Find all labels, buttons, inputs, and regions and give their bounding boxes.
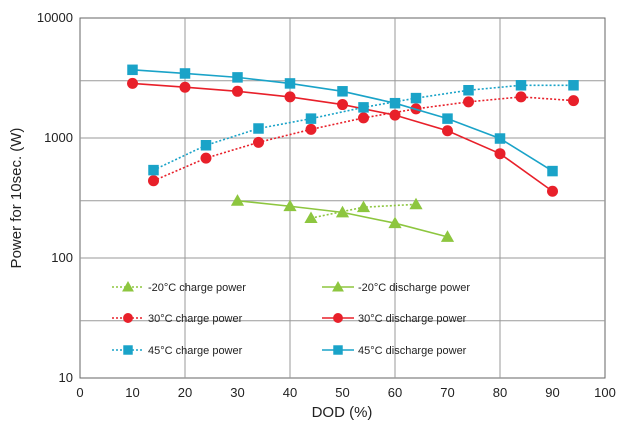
data-point <box>358 102 369 113</box>
data-point <box>547 185 558 197</box>
data-point <box>494 148 506 160</box>
data-point <box>200 140 212 151</box>
data-point <box>179 81 191 93</box>
data-point <box>515 91 527 103</box>
x-tick-label: 80 <box>493 385 507 400</box>
data-point <box>568 80 579 91</box>
data-point <box>127 64 138 76</box>
data-point <box>232 85 243 97</box>
series-line <box>153 96 574 182</box>
data-point <box>388 216 402 229</box>
data-point <box>283 199 297 212</box>
data-point <box>148 175 159 187</box>
x-tick-label: 30 <box>230 385 244 400</box>
x-tick-label: 90 <box>545 385 559 400</box>
data-point <box>122 281 134 292</box>
y-tick-labels: 10 100 1000 10000 <box>37 10 73 385</box>
data-point <box>356 200 371 213</box>
data-point <box>253 123 264 134</box>
data-point <box>179 68 191 79</box>
data-point <box>463 96 474 108</box>
data-point <box>148 164 159 176</box>
data-point <box>389 97 401 109</box>
series-group <box>127 64 579 242</box>
legend-item: 45°C charge power <box>112 345 243 357</box>
data-point <box>284 91 296 103</box>
series-1 <box>230 194 455 242</box>
x-tick-label: 60 <box>388 385 402 400</box>
legend-label: 45°C discharge power <box>358 345 467 357</box>
data-point <box>200 152 212 164</box>
data-point <box>547 165 558 177</box>
data-point <box>358 112 369 124</box>
legend-item: -20°C charge power <box>112 281 246 294</box>
y-tick-label: 10000 <box>37 10 73 25</box>
y-tick-label: 10 <box>59 370 73 385</box>
series-0 <box>304 197 423 224</box>
y-tick-label: 100 <box>51 250 73 265</box>
legend-item: -20°C discharge power <box>322 281 470 294</box>
data-point <box>123 313 133 323</box>
data-point <box>337 86 348 97</box>
x-axis-title: DOD (%) <box>312 404 373 421</box>
data-point <box>304 211 318 224</box>
legend-item: 30°C discharge power <box>322 313 467 325</box>
data-point <box>442 113 453 124</box>
x-tick-label: 10 <box>125 385 139 400</box>
data-point <box>333 313 343 323</box>
data-point <box>409 197 423 210</box>
x-tick-label: 20 <box>178 385 192 400</box>
x-tick-label: 100 <box>594 385 616 400</box>
series-3 <box>127 77 558 197</box>
data-point <box>230 194 245 206</box>
series-5 <box>127 64 558 177</box>
legend-label: 30°C charge power <box>148 313 243 325</box>
data-point <box>337 99 348 111</box>
data-point <box>305 113 317 124</box>
legend-label: -20°C discharge power <box>358 282 470 294</box>
data-point <box>389 109 401 121</box>
data-point <box>305 123 317 135</box>
legend-label: 30°C discharge power <box>358 313 467 325</box>
data-point <box>333 345 343 355</box>
legend-item: 30°C charge power <box>112 313 243 325</box>
series-4 <box>148 80 579 176</box>
series-2 <box>148 91 579 187</box>
data-point <box>494 133 506 144</box>
data-point <box>123 345 133 355</box>
data-point <box>332 281 344 292</box>
x-tick-label: 70 <box>440 385 454 400</box>
data-point <box>463 84 474 96</box>
data-point <box>568 95 579 107</box>
x-tick-labels: 0 10 20 30 40 50 60 70 80 90 100 <box>76 385 615 400</box>
data-point <box>284 78 296 89</box>
data-point <box>440 230 455 242</box>
data-point <box>515 80 527 91</box>
data-point <box>410 92 422 104</box>
legend-label: 45°C charge power <box>148 345 243 357</box>
data-point <box>442 125 453 137</box>
y-tick-label: 1000 <box>44 130 73 145</box>
data-point <box>253 136 264 148</box>
data-point <box>232 72 243 83</box>
x-tick-label: 0 <box>76 385 83 400</box>
y-axis-title: Power for 10sec. (W) <box>8 128 25 269</box>
legend: -20°C charge power -20°C discharge power 3… <box>112 281 470 357</box>
x-tick-label: 40 <box>283 385 297 400</box>
legend-label: -20°C charge power <box>148 282 246 294</box>
legend-item: 45°C discharge power <box>322 345 467 357</box>
x-tick-label: 50 <box>335 385 349 400</box>
data-point <box>127 77 138 89</box>
data-point <box>335 205 350 218</box>
